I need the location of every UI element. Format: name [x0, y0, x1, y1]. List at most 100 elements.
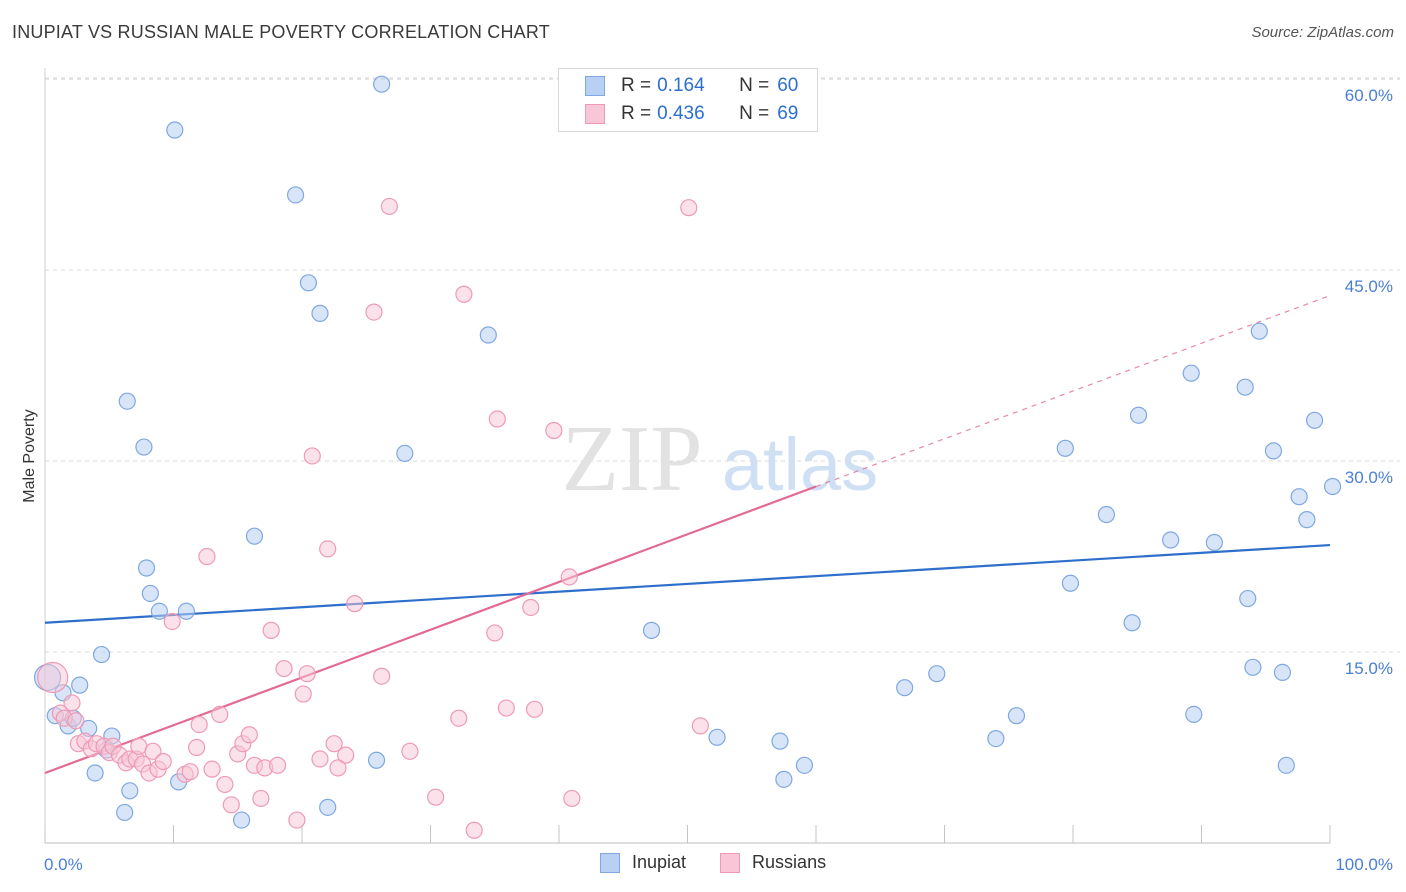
point-inupiat [1056, 439, 1074, 457]
point-inupiat [121, 782, 139, 800]
point-inupiat [86, 764, 104, 782]
series-legend: Inupiat Russians [600, 852, 860, 873]
y-tick-labels: 15.0% 30.0% 45.0% 60.0% [1345, 86, 1393, 678]
series-legend-inupiat: Inupiat [600, 852, 686, 873]
point-inupiat [1097, 505, 1116, 524]
point-russians [294, 685, 312, 703]
point-inupiat [367, 751, 386, 769]
series-label-inupiat: Inupiat [632, 852, 687, 872]
point-russians [427, 788, 445, 806]
legend-swatch-russians [585, 104, 605, 124]
legend-n-value: 60 [777, 75, 799, 96]
point-russians [560, 568, 578, 586]
axes [44, 68, 1331, 844]
y-tick-label: 60.0% [1345, 86, 1393, 105]
point-russians [216, 775, 234, 794]
point-inupiat [896, 679, 914, 697]
series-legend-russians: Russians [720, 852, 826, 873]
point-inupiat [1236, 378, 1254, 396]
point-russians [298, 665, 316, 683]
point-russians [252, 789, 270, 808]
point-russians [691, 717, 709, 735]
point-russians [222, 796, 240, 814]
legend-n-label: N = [739, 75, 770, 96]
point-russians [525, 700, 544, 718]
point-russians [163, 612, 181, 631]
watermark: ZIP atlas [562, 407, 879, 511]
point-russians [188, 738, 206, 757]
point-russians [288, 811, 306, 829]
point-russians [465, 821, 483, 839]
point-russians [240, 726, 258, 744]
legend-r-value: 0.164 [657, 75, 705, 96]
point-russians [211, 705, 229, 724]
legend-n-value: 69 [777, 103, 799, 124]
point-russians [680, 199, 698, 217]
point-inupiat [135, 438, 153, 456]
point-inupiat [1205, 533, 1223, 552]
point-russians [373, 667, 391, 685]
point-inupiat [245, 527, 264, 545]
point-inupiat [373, 75, 391, 93]
point-inupiat [1250, 322, 1268, 340]
point-inupiat [150, 602, 168, 620]
point-russians [190, 715, 208, 734]
point-russians [337, 746, 355, 764]
point-russians [497, 699, 515, 717]
point-russians [275, 659, 293, 678]
point-russians [319, 540, 337, 558]
legend-row-russians: R = 0.436 N = 69 [585, 101, 798, 127]
x-tick-label-start: 0.0% [44, 855, 83, 874]
trend-line-russians-extension [815, 294, 1331, 488]
point-inupiat [771, 732, 789, 750]
series-swatch-inupiat [600, 852, 620, 873]
point-russians [380, 197, 398, 216]
point-russians [563, 789, 581, 808]
point-inupiat [319, 798, 337, 816]
point-russians [311, 750, 329, 768]
point-inupiat [1123, 614, 1141, 632]
point-inupiat [1305, 411, 1324, 429]
point-inupiat [1244, 658, 1262, 676]
legend: R = 0.164 N = 60 R = 0.436 N = 69 [558, 68, 818, 132]
point-inupiat [116, 803, 134, 822]
x-tick-label-end: 100.0% [1335, 855, 1393, 874]
legend-row-inupiat: R = 0.164 N = 60 [585, 73, 798, 99]
point-inupiat [233, 811, 251, 829]
point-russians [488, 410, 506, 428]
point-inupiat [928, 665, 946, 683]
point-inupiat [286, 186, 305, 204]
point-inupiat [1129, 406, 1148, 424]
point-russians [486, 624, 504, 642]
source-credit: Source: ZipAtlas.com [1251, 24, 1394, 41]
point-inupiat [118, 392, 136, 410]
point-inupiat [177, 602, 195, 620]
point-inupiat [141, 584, 159, 603]
chart-title: INUPIAT VS RUSSIAN MALE POVERTY CORRELAT… [12, 22, 550, 42]
y-axis-label: Male Poverty [21, 409, 38, 502]
point-inupiat [1264, 442, 1283, 460]
point-inupiat [137, 559, 156, 577]
point-russians [37, 661, 69, 694]
point-inupiat [1277, 756, 1295, 774]
point-inupiat [1185, 705, 1203, 724]
point-russians [198, 547, 216, 566]
y-tick-label: 30.0% [1345, 468, 1393, 487]
point-inupiat [708, 728, 726, 746]
point-inupiat [1007, 707, 1026, 725]
point-russians [262, 621, 280, 639]
point-russians [268, 756, 287, 774]
point-inupiat [1273, 663, 1292, 681]
watermark-zip: ZIP [562, 407, 703, 511]
point-inupiat [1182, 364, 1200, 382]
point-russians [329, 759, 347, 777]
point-inupiat [311, 304, 329, 322]
series-label-russians: Russians [752, 852, 827, 872]
legend-swatch-inupiat [585, 76, 605, 96]
legend-r-label: R = [621, 103, 652, 124]
point-russians [144, 742, 162, 760]
point-inupiat [92, 645, 111, 664]
trend-lines [44, 294, 1331, 775]
point-inupiat [1239, 589, 1257, 608]
point-inupiat [1061, 574, 1080, 592]
